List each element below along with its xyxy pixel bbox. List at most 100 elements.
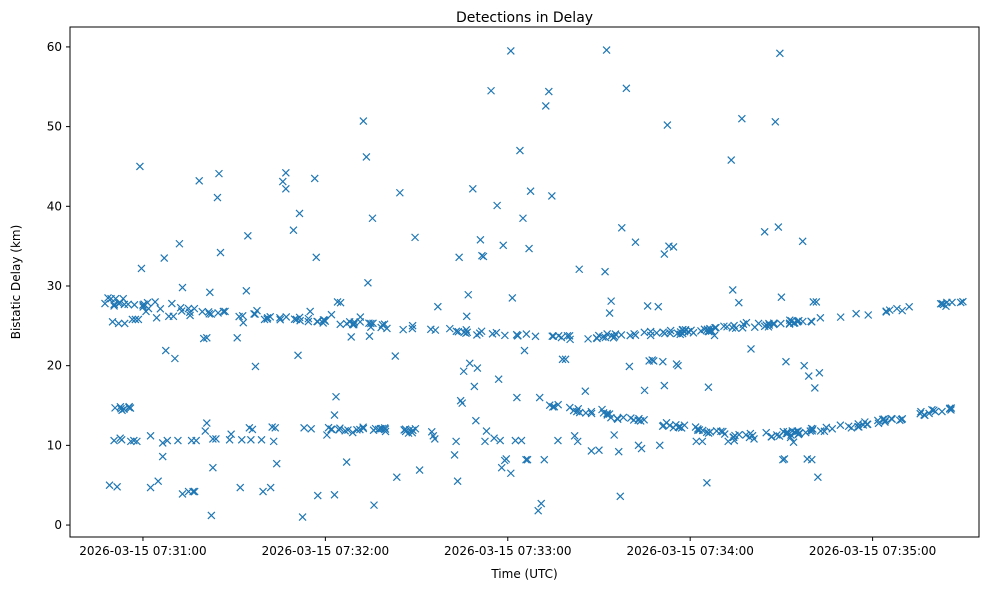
data-point-x-marker [108, 317, 117, 326]
data-point-x-marker [134, 315, 143, 324]
data-point-x-marker [246, 435, 255, 444]
data-point-x-marker [809, 297, 818, 306]
data-point-x-marker [815, 368, 824, 377]
data-point-x-marker [198, 307, 207, 316]
x-tick-label: 2026-03-15 07:32:00 [262, 544, 389, 558]
data-point-x-marker [780, 454, 789, 463]
data-point-x-marker [671, 420, 680, 429]
data-point-x-marker [595, 446, 603, 455]
data-point-x-marker [704, 383, 713, 392]
data-point-x-marker [635, 414, 643, 423]
data-point-x-marker [369, 426, 378, 435]
data-point-x-marker [506, 46, 515, 55]
data-point-x-marker [603, 409, 612, 418]
data-point-x-marker [365, 319, 373, 328]
data-point-x-marker [629, 416, 638, 424]
data-point-x-marker [704, 429, 713, 438]
data-point-x-marker [433, 302, 442, 311]
data-point-x-marker [290, 315, 299, 324]
data-point-x-marker [705, 324, 714, 333]
data-point-x-marker [470, 382, 479, 391]
data-point-x-marker [762, 428, 771, 437]
data-point-x-marker [368, 214, 377, 223]
data-point-x-marker [702, 478, 711, 487]
data-point-x-marker [734, 298, 743, 307]
data-point-x-marker [281, 168, 290, 177]
data-point-x-marker [235, 312, 244, 321]
data-point-x-marker [526, 187, 535, 196]
data-point-x-marker [221, 307, 229, 316]
data-point-x-marker [531, 332, 540, 341]
data-point-x-marker [192, 436, 201, 445]
data-point-x-marker [342, 458, 351, 467]
data-point-x-marker [535, 393, 544, 402]
data-point-x-marker [575, 265, 584, 274]
y-axis-ticks: 0 10 20 30 40 50 60 [47, 40, 70, 532]
data-point-x-marker [335, 424, 344, 433]
data-point-x-marker [117, 435, 126, 444]
data-point-x-marker [563, 331, 572, 340]
data-point-x-marker [163, 436, 172, 445]
data-point-x-marker [175, 239, 184, 248]
data-point-x-marker [276, 315, 285, 324]
data-point-x-marker [399, 325, 408, 334]
data-point-x-marker [936, 299, 945, 308]
data-point-x-marker [605, 309, 614, 318]
data-point-x-marker [296, 316, 305, 325]
data-point-x-marker [349, 320, 358, 329]
data-point-x-marker [658, 357, 667, 366]
data-point-x-marker [584, 334, 592, 343]
data-point-x-marker [789, 438, 798, 447]
data-point-x-marker [573, 437, 582, 446]
data-point-x-marker [251, 310, 259, 318]
data-point-x-marker [248, 425, 257, 434]
data-point-x-marker [167, 299, 176, 308]
data-point-x-marker [471, 416, 480, 425]
data-point-x-marker [146, 431, 155, 440]
data-point-x-marker [748, 431, 757, 440]
data-point-x-marker [710, 331, 719, 340]
data-point-x-marker [313, 317, 321, 326]
data-point-x-marker [189, 487, 198, 496]
data-point-x-marker [456, 396, 465, 405]
data-point-x-marker [646, 327, 655, 336]
data-point-x-marker [411, 233, 419, 242]
data-point-x-marker [948, 298, 956, 307]
data-point-x-marker [205, 309, 214, 318]
data-point-x-marker [794, 317, 802, 326]
data-point-x-marker [190, 304, 199, 313]
data-point-x-marker [263, 315, 272, 323]
data-point-x-marker [362, 152, 371, 161]
data-point-x-marker [892, 304, 901, 313]
data-point-x-marker [598, 333, 607, 341]
data-point-x-marker [110, 301, 119, 310]
data-point-x-marker [622, 84, 631, 93]
data-point-x-marker [465, 359, 474, 368]
data-point-x-marker [677, 424, 686, 432]
data-point-x-marker [723, 322, 731, 331]
data-point-x-marker [408, 426, 417, 435]
y-tick-label: 40 [47, 199, 62, 213]
data-point-x-marker [207, 511, 216, 520]
data-point-x-marker [101, 299, 109, 308]
data-point-x-marker [785, 319, 794, 328]
data-point-x-marker [445, 324, 454, 333]
data-point-x-marker [152, 313, 161, 322]
data-point-x-marker [202, 333, 211, 342]
data-point-x-marker [462, 329, 470, 338]
data-point-x-marker [186, 311, 195, 320]
data-point-x-marker [154, 477, 163, 486]
data-point-x-marker [769, 319, 778, 328]
data-point-x-marker [663, 121, 672, 129]
data-point-x-marker [313, 491, 322, 500]
data-point-x-marker [272, 459, 281, 468]
data-point-x-marker [113, 482, 122, 491]
data-point-x-marker [289, 226, 298, 235]
data-point-x-marker [497, 463, 506, 472]
data-point-x-marker [844, 422, 853, 431]
data-point-x-marker [775, 49, 784, 58]
data-point-x-marker [239, 318, 248, 327]
data-point-x-marker [415, 466, 424, 474]
data-point-x-marker [216, 248, 225, 257]
data-point-x-marker [613, 414, 622, 423]
